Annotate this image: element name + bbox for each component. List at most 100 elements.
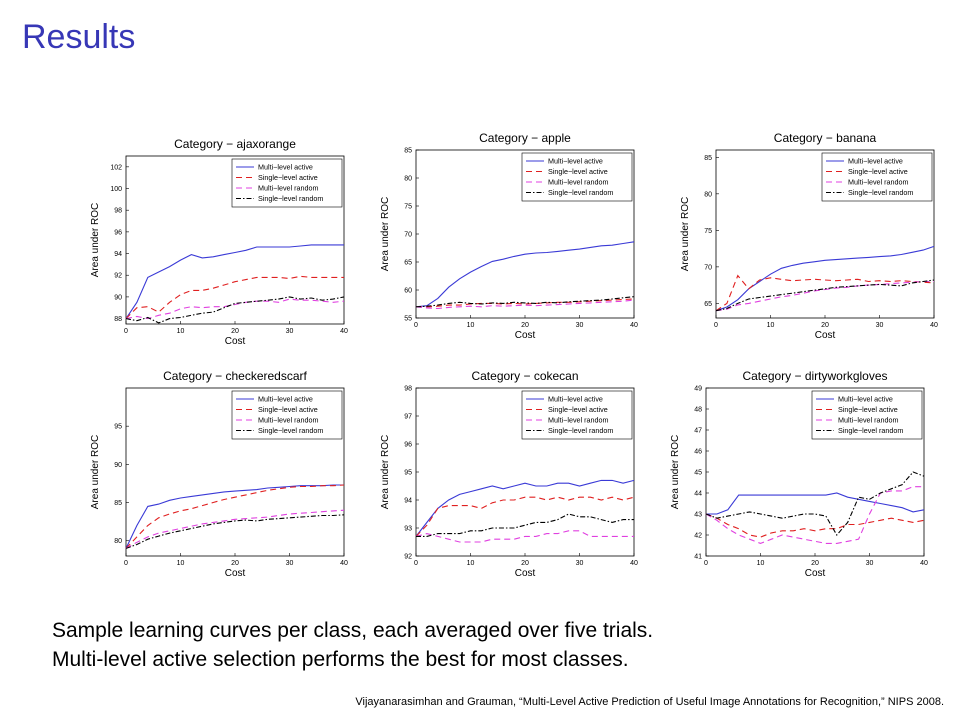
- slide-title: Results: [22, 18, 136, 56]
- x-tick-label: 40: [920, 560, 928, 567]
- series-line: [125, 275, 344, 319]
- series-line: [715, 279, 935, 312]
- y-tick-label: 92: [114, 273, 122, 280]
- legend-label: Single−level active: [848, 167, 908, 176]
- legend-label: Multi−level active: [838, 395, 893, 404]
- y-axis-label: Area under ROC: [90, 203, 101, 277]
- series-line: [415, 496, 635, 537]
- x-tick-label: 20: [521, 560, 529, 567]
- chart-panel-ajaxorange: Category − ajaxorange 88 90 92 94 96 98 100 102 0…: [82, 128, 372, 353]
- chart-panel-checkeredscarf: Category − checkeredscarf 80 85 90 95 0 10 20 30…: [82, 360, 372, 585]
- y-tick-label: 98: [114, 208, 122, 215]
- legend-label: Multi−level active: [258, 395, 313, 404]
- chart-title: Category − apple: [479, 131, 571, 145]
- series-line: [125, 509, 345, 549]
- x-axis-label: Cost: [815, 330, 836, 341]
- legend-label: Single−level random: [548, 426, 613, 435]
- x-tick-label: 10: [757, 560, 765, 567]
- x-tick-label: 30: [576, 560, 584, 567]
- y-tick-label: 80: [114, 538, 122, 545]
- y-tick-label: 90: [114, 294, 122, 301]
- chart-svg: Category − cokecan 92 93 94 95 96 97 98 0 10 20 30 4…: [380, 369, 638, 579]
- x-tick-label: 0: [124, 328, 128, 335]
- y-axis-label: Area under ROC: [380, 435, 391, 509]
- legend-label: Multi−level random: [258, 184, 319, 193]
- legend-label: Single−level active: [258, 405, 318, 414]
- y-tick-label: 94: [404, 498, 412, 505]
- x-tick-label: 20: [811, 560, 819, 567]
- y-tick-label: 47: [694, 428, 702, 435]
- y-tick-label: 70: [704, 264, 712, 271]
- y-axis-label: Area under ROC: [680, 197, 691, 271]
- x-tick-label: 10: [177, 328, 185, 335]
- y-tick-label: 70: [404, 232, 412, 239]
- series-line: [416, 513, 634, 537]
- x-axis-label: Cost: [805, 568, 826, 579]
- y-tick-label: 95: [404, 470, 412, 477]
- chart-panel-apple: Category − apple 55 60 65 70 75 80 85 0 10 20 30 40 C…: [372, 122, 662, 347]
- slide-caption: Sample learning curves per class, each a…: [52, 616, 932, 674]
- y-tick-label: 90: [114, 462, 122, 469]
- x-tick-label: 30: [576, 322, 584, 329]
- legend-label: Single−level active: [838, 405, 898, 414]
- x-tick-label: 0: [414, 560, 418, 567]
- legend-label: Multi−level active: [258, 163, 313, 172]
- y-tick-label: 93: [404, 526, 412, 533]
- series-line: [415, 241, 635, 308]
- series-line: [415, 530, 634, 543]
- chart-title: Category − banana: [774, 131, 877, 145]
- y-tick-label: 65: [404, 260, 412, 267]
- chart-title: Category − dirtyworkgloves: [742, 369, 887, 383]
- y-tick-label: 98: [404, 386, 412, 393]
- y-tick-label: 80: [704, 191, 712, 198]
- chart-title: Category − cokecan: [471, 369, 578, 383]
- series-line: [415, 296, 635, 308]
- legend-label: Single−level random: [258, 426, 323, 435]
- y-tick-label: 102: [110, 164, 122, 171]
- x-axis-label: Cost: [515, 568, 536, 579]
- y-tick-label: 75: [704, 228, 712, 235]
- legend-label: Single−level random: [838, 426, 903, 435]
- y-tick-label: 55: [404, 316, 412, 323]
- y-tick-label: 60: [404, 288, 412, 295]
- y-axis-label: Area under ROC: [380, 197, 391, 271]
- legend-label: Multi−level random: [548, 178, 609, 187]
- y-tick-label: 96: [114, 229, 122, 236]
- y-tick-label: 42: [694, 533, 702, 540]
- x-tick-label: 10: [767, 322, 775, 329]
- x-tick-label: 30: [286, 560, 294, 567]
- x-tick-label: 40: [930, 322, 938, 329]
- x-tick-label: 0: [414, 322, 418, 329]
- y-tick-label: 49: [694, 386, 702, 393]
- x-tick-label: 40: [340, 328, 348, 335]
- legend-label: Multi−level random: [838, 416, 899, 425]
- legend-label: Multi−level active: [548, 395, 603, 404]
- series-line: [125, 296, 345, 324]
- x-tick-label: 20: [231, 328, 239, 335]
- legend-label: Single−level random: [258, 194, 323, 203]
- citation: Vijayanarasimhan and Grauman, “Multi-Lev…: [355, 696, 944, 708]
- series-line: [125, 298, 345, 320]
- x-tick-label: 10: [177, 560, 185, 567]
- series-line: [125, 244, 344, 319]
- y-tick-label: 97: [404, 414, 412, 421]
- y-tick-label: 94: [114, 251, 122, 258]
- y-tick-label: 92: [404, 554, 412, 561]
- y-axis-label: Area under ROC: [670, 435, 681, 509]
- x-tick-label: 20: [521, 322, 529, 329]
- x-tick-label: 10: [467, 322, 475, 329]
- series-line: [125, 484, 345, 549]
- series-line: [125, 484, 344, 549]
- series-line: [705, 513, 925, 538]
- legend-label: Single−level random: [548, 188, 613, 197]
- x-axis-label: Cost: [225, 336, 246, 347]
- x-tick-label: 30: [876, 322, 884, 329]
- x-tick-label: 10: [467, 560, 475, 567]
- y-tick-label: 85: [114, 500, 122, 507]
- x-tick-label: 0: [714, 322, 718, 329]
- y-tick-label: 48: [694, 407, 702, 414]
- series-line: [415, 299, 635, 310]
- chart-panel-banana: Category − banana 65 70 75 80 85 0 10 20 30 40 Cost…: [672, 122, 960, 347]
- chart-svg: Category − banana 65 70 75 80 85 0 10 20 30 40 Cost…: [680, 131, 938, 341]
- x-tick-label: 30: [866, 560, 874, 567]
